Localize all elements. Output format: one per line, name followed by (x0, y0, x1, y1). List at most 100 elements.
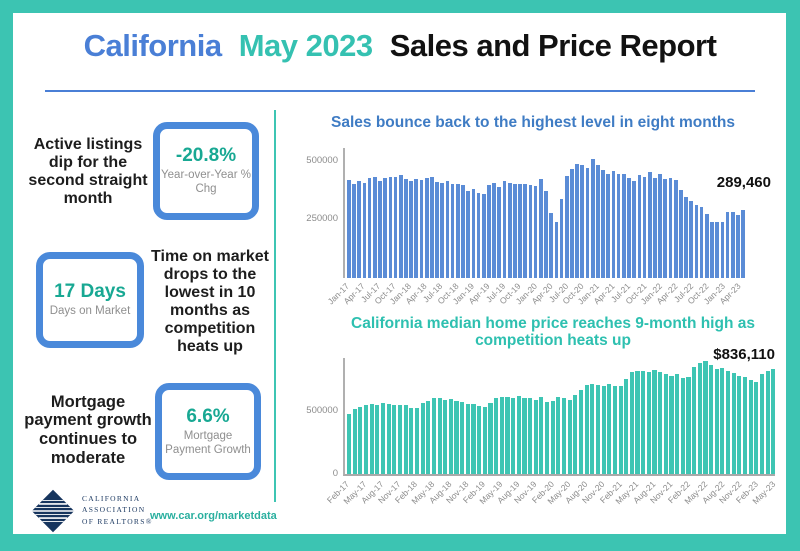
bar (573, 395, 578, 474)
bar (653, 177, 657, 278)
bar (435, 182, 439, 278)
bar (497, 186, 502, 278)
bar (673, 180, 678, 278)
bar (409, 407, 414, 474)
logo-line: OF REALTORS® (82, 516, 153, 526)
bar (642, 176, 647, 278)
bar (466, 191, 470, 278)
bar (378, 181, 382, 278)
bar (471, 188, 476, 278)
stat-active-listings: Active listings dip for the second strai… (22, 118, 272, 230)
bar (424, 178, 429, 278)
stat-description: Mortgage payment growth continues to mod… (24, 392, 152, 467)
bar (550, 401, 555, 474)
bar (641, 370, 646, 474)
bar (522, 397, 527, 474)
bar (507, 183, 512, 278)
bar (476, 192, 481, 278)
bar (404, 178, 408, 278)
bar (357, 180, 362, 278)
bar (652, 369, 657, 474)
bar (612, 385, 617, 474)
bar (482, 406, 487, 474)
bar (632, 181, 636, 278)
bar (575, 163, 579, 278)
bar (742, 376, 748, 474)
bar (692, 367, 697, 474)
title-underline (45, 90, 755, 92)
bar (694, 204, 699, 278)
sales-chart: Sales bounce back to the highest level i… (287, 110, 779, 316)
bar (590, 384, 595, 474)
bar (430, 176, 434, 278)
stat-value: 6.6% (186, 405, 230, 427)
bar (513, 183, 517, 278)
sales-latest-value: 289,460 (716, 174, 771, 191)
bar (397, 405, 403, 474)
bar (460, 402, 465, 474)
stat-description: Active listings dip for the second strai… (28, 135, 148, 208)
y-tick-label: 250000 (306, 213, 338, 224)
bar (703, 360, 708, 474)
bar (471, 403, 476, 474)
bar (714, 369, 719, 474)
bar (596, 164, 600, 278)
bar (461, 185, 465, 278)
bar (518, 183, 522, 278)
bar (352, 184, 356, 278)
bar (564, 175, 569, 278)
bar (748, 379, 753, 474)
bar (607, 383, 612, 474)
bar (443, 399, 448, 474)
bar (554, 222, 559, 278)
bar (448, 399, 453, 474)
bar (505, 397, 510, 474)
bar (358, 406, 363, 474)
bar (658, 174, 662, 278)
bar (771, 368, 776, 474)
bar (759, 374, 765, 474)
stat-value: -20.8% (175, 145, 237, 167)
bar (621, 174, 626, 278)
bar (618, 386, 623, 474)
bar (388, 177, 393, 278)
bar (680, 377, 685, 474)
title-may-2023: May 2023 (238, 28, 373, 63)
bar (765, 371, 770, 474)
bar (539, 396, 544, 474)
bar (367, 178, 372, 278)
bar (392, 405, 397, 474)
bar (544, 401, 550, 474)
bar (585, 168, 590, 278)
bar (528, 397, 533, 474)
stat-label: Mortgage Payment Growth (165, 429, 251, 456)
logo-line: ASSOCIATION (82, 505, 146, 515)
bar (730, 212, 735, 278)
stat-days-on-market: 17 Days Days on Market Time on market dr… (22, 248, 272, 358)
bar (363, 404, 369, 474)
stat-description: Time on market drops to the lowest in 10… (151, 247, 269, 356)
y-tick-label: 500000 (306, 404, 338, 416)
bar (601, 169, 605, 278)
sales-chart-x-axis: Jan-17 Apr-17 Jul-17 Oct-17 Jan-18 Apr-18 Jul-… (325, 281, 743, 307)
stat-box: 17 Days Days on Market (36, 252, 144, 348)
bar (715, 221, 719, 278)
logo-wordmark: CALIFORNIA ASSOCIATION OF REALTORS® (82, 493, 153, 527)
bar (595, 384, 601, 474)
bar (499, 397, 504, 474)
bar (578, 390, 584, 474)
bar (347, 413, 352, 474)
bar (611, 170, 616, 278)
bar (663, 373, 668, 474)
bar (590, 158, 595, 278)
bar (488, 402, 493, 474)
bar (538, 179, 543, 278)
bar (731, 373, 736, 474)
bar (556, 396, 561, 474)
bar (477, 406, 482, 474)
marketdata-link[interactable]: www.car.org/marketdata (150, 510, 277, 522)
bar (544, 190, 548, 278)
title-sales-price-report: Sales and Price Report (389, 28, 717, 63)
bar (584, 385, 589, 474)
